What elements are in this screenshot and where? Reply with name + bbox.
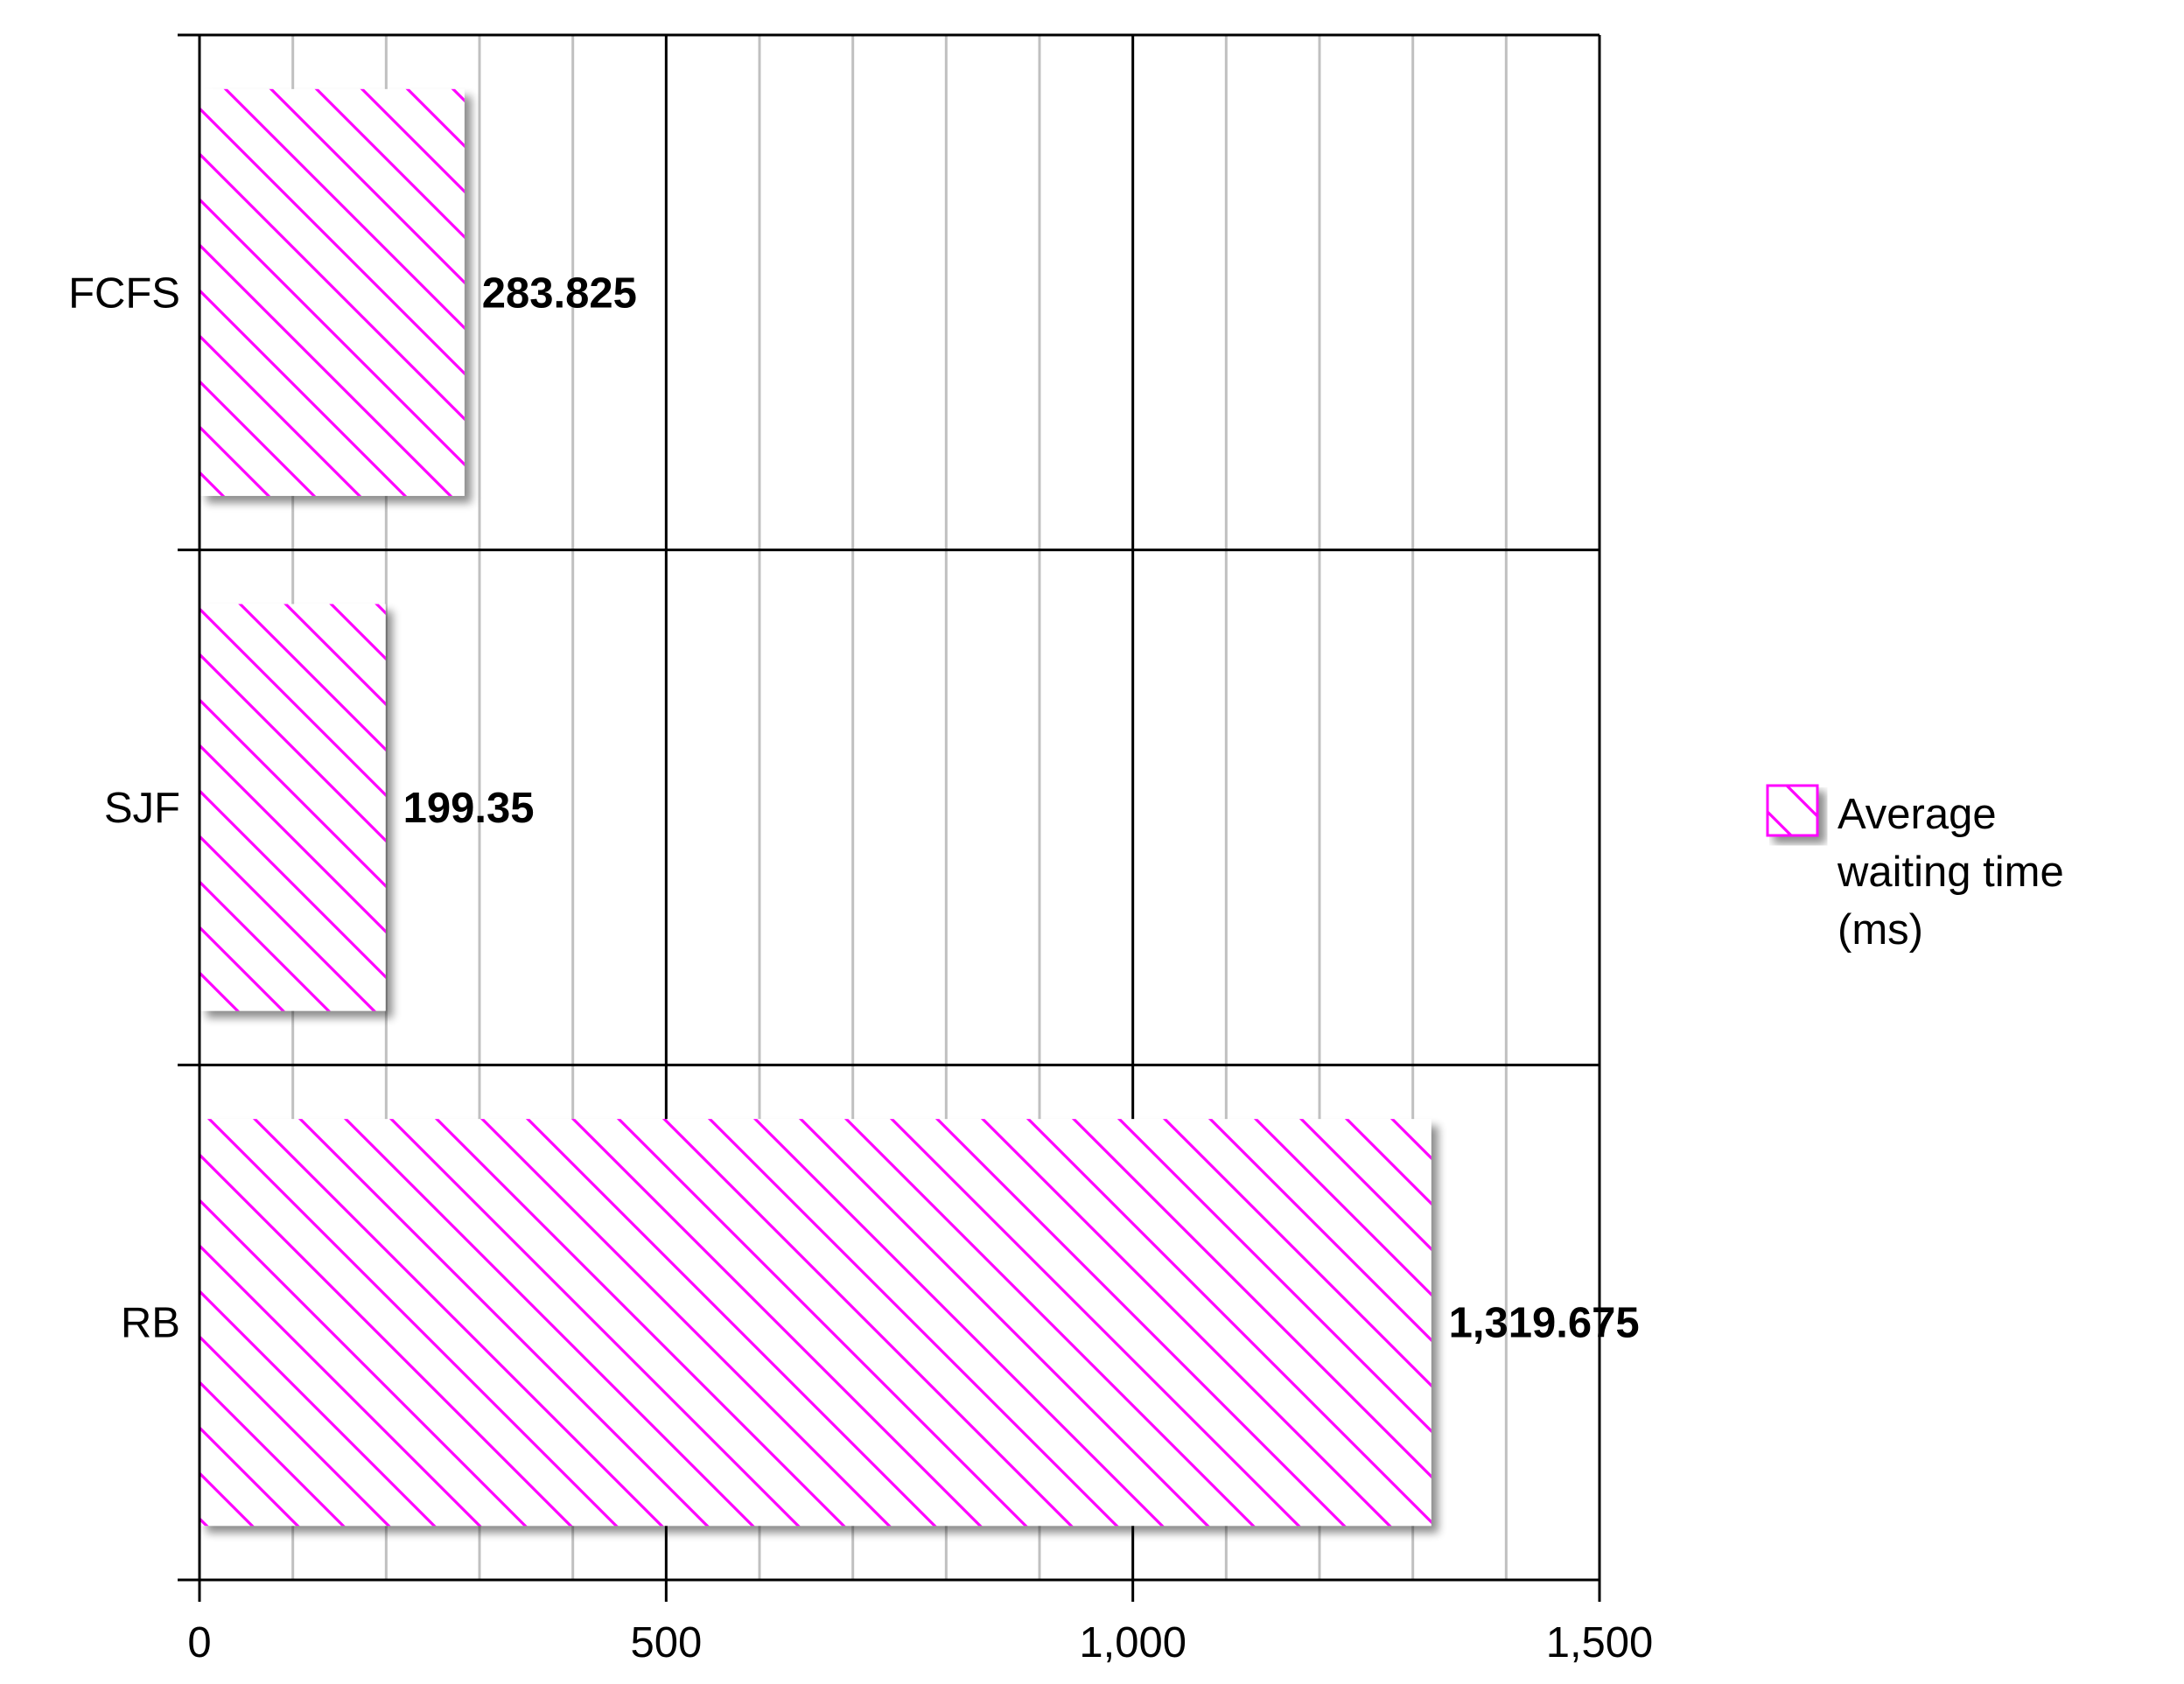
category-label-sjf: SJF <box>104 785 180 832</box>
legend-label: waiting time <box>1837 849 2064 896</box>
plot-frame <box>178 33 1601 1602</box>
category-labels: FCFS SJF RB <box>68 269 180 1346</box>
x-tick-label: 500 <box>630 1619 702 1667</box>
data-labels: 283.825 199.35 1,319.675 <box>403 269 1640 1346</box>
legend-label: Average <box>1838 791 1997 838</box>
x-tick-label: 0 <box>187 1619 211 1667</box>
bar-sjf <box>200 604 386 1011</box>
data-label-sjf: 199.35 <box>403 785 535 832</box>
bar-fcfs <box>200 88 465 496</box>
legend: Average waiting time (ms) <box>1766 784 2064 954</box>
data-label-rb: 1,319.675 <box>1449 1300 1640 1347</box>
bar-rb <box>200 1119 1432 1527</box>
data-label-fcfs: 283.825 <box>482 269 637 317</box>
x-axis-tick-labels: 0 500 1,000 1,500 <box>187 1619 1653 1667</box>
category-label-fcfs: FCFS <box>68 269 180 317</box>
legend-swatch <box>1766 784 1819 837</box>
category-label-rb: RB <box>121 1300 180 1347</box>
x-tick-label: 1,000 <box>1079 1619 1186 1667</box>
bars <box>200 88 1432 1527</box>
x-tick-label: 1,500 <box>1546 1619 1654 1667</box>
legend-label: (ms) <box>1838 906 1923 954</box>
